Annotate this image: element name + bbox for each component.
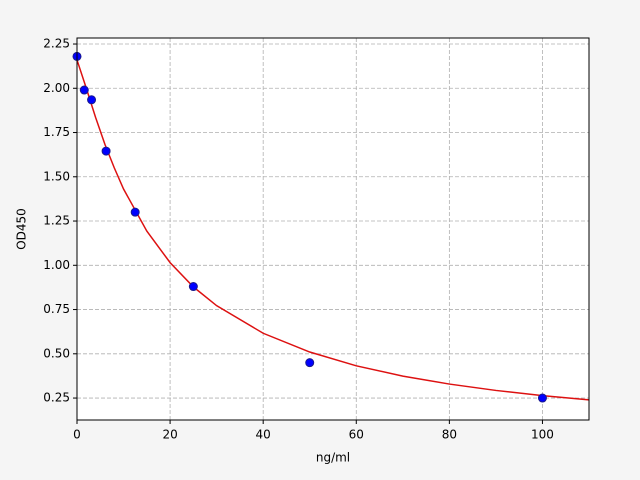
- y-tick-label: 2.25: [43, 37, 70, 51]
- data-point: [537, 393, 547, 403]
- fit-curve: [76, 59, 590, 401]
- y-tick-label: 0.25: [43, 391, 70, 405]
- x-tick-label: 40: [256, 428, 271, 442]
- x-tick-label: 60: [349, 428, 364, 442]
- y-tick-label: 1.25: [43, 214, 70, 228]
- y-tick-label: 1.00: [43, 258, 70, 272]
- y-tick-label: 0.75: [43, 302, 70, 316]
- x-tick-label: 20: [162, 428, 177, 442]
- data-point: [79, 85, 89, 95]
- plot-background: [77, 38, 589, 420]
- data-point: [101, 146, 111, 156]
- y-tick-label: 1.75: [43, 125, 70, 139]
- data-point: [305, 358, 315, 368]
- data-point: [87, 95, 97, 105]
- y-tick-label: 1.50: [43, 169, 70, 183]
- y-axis-label: OD450: [15, 208, 29, 250]
- data-point: [130, 207, 140, 217]
- x-tick-label: 100: [531, 428, 554, 442]
- x-tick-label: 80: [442, 428, 457, 442]
- x-axis-label: ng/ml: [316, 451, 350, 465]
- y-tick-label: 2.00: [43, 81, 70, 95]
- plot-frame: [76, 37, 590, 421]
- x-tick-label: 0: [73, 428, 81, 442]
- data-point: [188, 282, 198, 292]
- y-tick-label: 0.50: [43, 346, 70, 360]
